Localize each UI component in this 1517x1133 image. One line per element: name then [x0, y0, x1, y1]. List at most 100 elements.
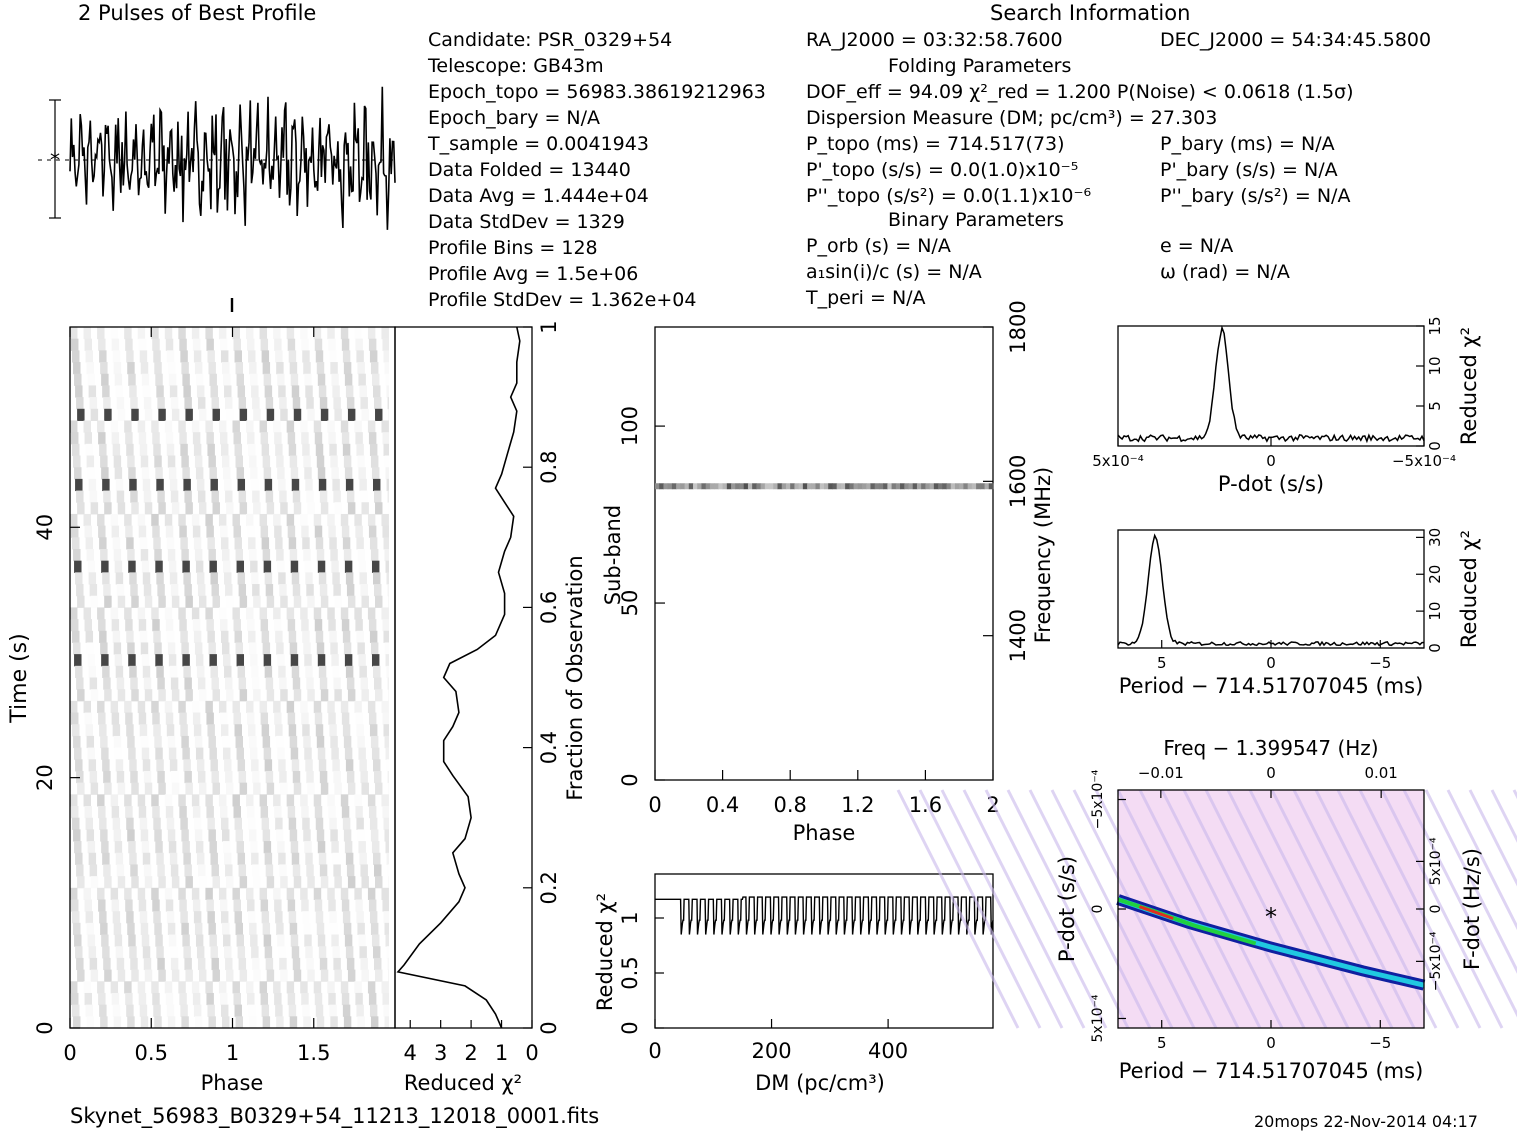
subband-ytick-label: 100 — [618, 406, 642, 446]
time-phase-cell — [102, 946, 110, 959]
ppdot-center-marker: * — [1265, 903, 1277, 931]
time-phase-cell — [361, 876, 369, 889]
time-phase-cell — [347, 689, 356, 702]
time-phase-cell — [287, 806, 296, 819]
time-phase-cell — [168, 654, 177, 667]
time-phase-cell — [75, 759, 83, 772]
time-phase-cell — [265, 770, 274, 784]
time-phase-cell — [371, 560, 380, 573]
ppdot-stripe — [1226, 789, 1350, 1029]
time-phase-cell — [211, 397, 219, 410]
time-phase-cell — [247, 806, 255, 819]
time-phase-cell — [358, 747, 366, 760]
time-phase-cell — [158, 782, 166, 795]
time-phase-cell — [126, 350, 134, 363]
filename-label: Skynet_56983_B0329+54_11213_12018_0001.f… — [70, 1104, 600, 1128]
time-phase-cell — [314, 432, 323, 445]
time-phase-cell — [99, 350, 107, 363]
time-phase-cell — [260, 432, 269, 445]
time-phase-cell — [196, 665, 205, 678]
time-phase-cell — [235, 829, 243, 842]
time-phase-xtick-label: 0 — [63, 1041, 76, 1065]
time-phase-cell — [86, 829, 95, 842]
time-phase-cell — [143, 490, 152, 503]
time-phase-cell — [179, 619, 187, 632]
time-phase-cell — [361, 408, 369, 421]
time-phase-cell — [208, 922, 216, 936]
time-phase-cell — [89, 584, 98, 597]
time-phase-cell — [275, 630, 283, 643]
time-phase-cell — [354, 981, 362, 994]
time-phase-cell — [100, 922, 108, 936]
profile-bins-line: Profile Bins = 128 — [428, 237, 598, 259]
time-phase-cell — [292, 677, 301, 690]
time-phase-cell — [345, 759, 354, 772]
time-phase-cell — [266, 689, 275, 702]
time-phase-cell — [357, 735, 365, 749]
time-phase-cell — [317, 560, 326, 573]
ppdot-xtick-label: 5 — [1157, 1034, 1167, 1052]
time-phase-cell — [236, 560, 245, 573]
time-phase-cell — [253, 782, 261, 795]
time-phase-cell — [355, 338, 363, 351]
time-phase-cell — [370, 829, 379, 842]
time-phase-cell — [97, 607, 105, 620]
time-phase-cell — [193, 1004, 202, 1017]
time-phase-cell — [260, 992, 269, 1006]
time-phase-cell — [137, 794, 146, 807]
time-phase-cell — [250, 747, 258, 760]
time-phase-cell — [382, 432, 390, 445]
time-phase-cell — [191, 513, 200, 527]
time-phase-cell — [208, 735, 216, 749]
time-phase-cell — [315, 724, 324, 737]
profile-stddev-line: Profile StdDev = 1.362e+04 — [428, 289, 697, 311]
time-phase-cell — [165, 806, 174, 819]
time-phase-cell — [219, 525, 228, 538]
time-phase-cell — [302, 724, 310, 737]
time-phase-cell — [85, 911, 94, 924]
ppdot-stripe — [918, 789, 1042, 1029]
time-phase-cell — [77, 502, 85, 515]
time-phase-cell — [197, 397, 206, 410]
time-phase-cell — [238, 770, 247, 784]
subband-band-cell — [764, 483, 770, 490]
time-phase-cell — [303, 548, 311, 562]
subband-xtick-label: 0.8 — [773, 793, 806, 817]
subband-band-cell — [984, 483, 990, 490]
time-phase-cell — [248, 724, 256, 737]
time-phase-cell — [117, 595, 126, 608]
time-phase-cell — [101, 747, 109, 760]
time-phase-cell — [143, 677, 152, 690]
time-phase-cell — [166, 724, 175, 737]
time-phase-cell — [329, 537, 337, 550]
time-phase-cell — [346, 677, 355, 690]
time-phase-cell — [165, 712, 174, 725]
time-phase-cell — [116, 490, 125, 503]
time-phase-cell — [319, 677, 328, 690]
time-phase-cell — [291, 759, 300, 772]
time-phase-cell — [273, 513, 281, 527]
time-phase-cell — [183, 946, 191, 959]
time-phase-cell — [333, 770, 341, 784]
time-phase-cell — [156, 946, 164, 959]
time-phase-cell — [84, 899, 93, 912]
pdot-chi2-line — [1117, 325, 1425, 444]
time-phase-cell — [141, 467, 150, 480]
time-phase-cell — [129, 946, 137, 959]
time-phase-cell — [290, 467, 299, 480]
time-phase-cell — [319, 490, 328, 503]
time-phase-cell — [167, 1016, 176, 1029]
time-phase-cell — [277, 841, 285, 854]
time-phase-cell — [126, 911, 134, 924]
time-phase-cell — [327, 700, 335, 714]
time-phase-cell — [354, 327, 362, 340]
time-phase-cell — [130, 770, 138, 784]
subband-band-cell — [684, 483, 690, 490]
time-phase-cell — [83, 607, 91, 620]
time-phase-cell — [207, 630, 215, 643]
time-phase-cell — [210, 852, 218, 865]
time-phase-cell — [276, 548, 284, 562]
time-phase-cell — [382, 992, 390, 1006]
time-phase-cell — [360, 770, 368, 784]
time-phase-cell — [384, 548, 392, 562]
